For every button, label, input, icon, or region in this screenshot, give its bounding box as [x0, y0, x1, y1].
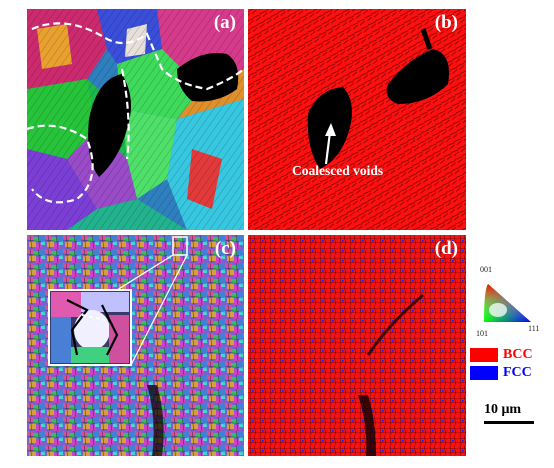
panel-c-ipf-map: (c): [27, 235, 244, 456]
panel-d-label: (d): [434, 238, 458, 259]
scalebar: [484, 421, 534, 424]
bcc-label: BCC: [503, 347, 533, 362]
ipf-label-111: 111: [528, 324, 540, 333]
bcc-swatch: [470, 348, 498, 362]
panel-c-label: (c): [214, 238, 236, 259]
ipf-map-c-graphic: [27, 235, 244, 456]
fcc-swatch: [470, 366, 498, 380]
ipf-map-a-graphic: [27, 9, 244, 230]
inset-magnified-view: [48, 289, 132, 366]
coalesced-voids-annotation: Coalesced voids: [292, 163, 384, 178]
panel-d-phase-map: (d): [248, 235, 466, 456]
phase-map-b-graphic: [248, 9, 466, 230]
panel-a-ipf-map: (a): [27, 9, 244, 230]
scalebar-label: 10 μm: [484, 402, 522, 417]
panel-b-phase-map: (b): [248, 9, 466, 230]
ipf-label-001: 001: [480, 265, 492, 274]
ipf-triangle-icon: [484, 284, 531, 322]
fcc-label: FCC: [503, 365, 532, 380]
ipf-label-101: 101: [476, 329, 488, 338]
panel-b-label: (b): [434, 12, 458, 33]
phase-map-d-graphic: [248, 235, 466, 456]
panel-a-label: (a): [213, 12, 236, 33]
